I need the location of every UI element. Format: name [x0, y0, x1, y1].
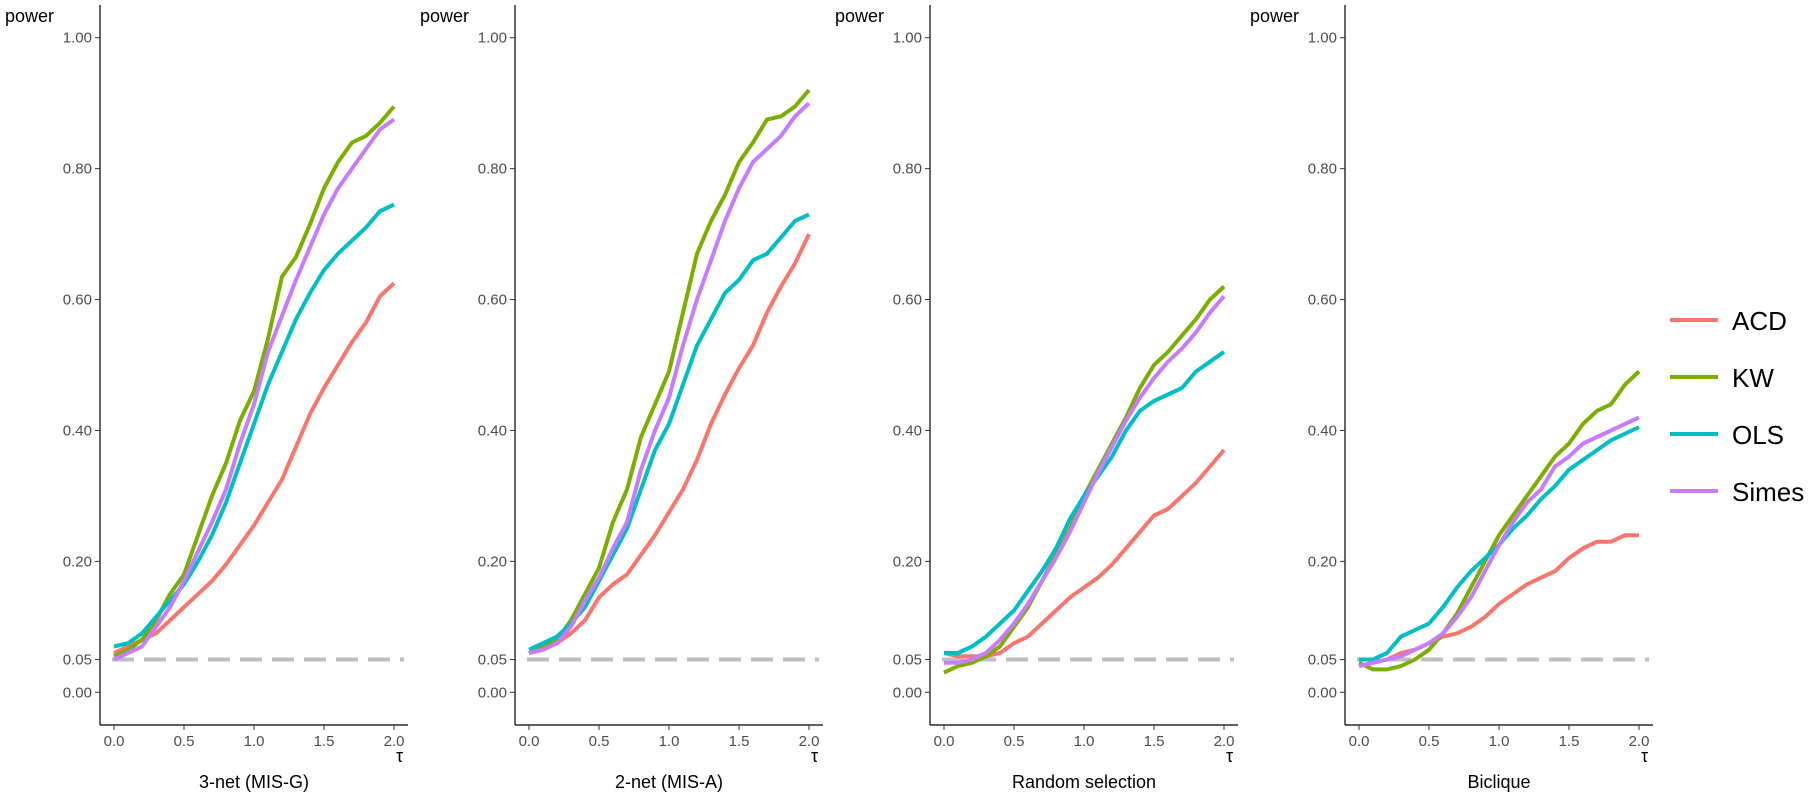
- series-line-kw: [943, 285, 1226, 675]
- y-tick-label: 0.20: [1308, 553, 1337, 570]
- y-tick-label: 1.00: [63, 30, 92, 47]
- x-tick-label: 0.5: [1419, 733, 1440, 750]
- x-axis-label: τ: [396, 746, 403, 766]
- panel-1: 0.00 0.05 0.20 0.40 0.60 0.80 1.00 0.0 0.5 1.0 1.5…: [5, 5, 408, 792]
- x-tick-label: 1.0: [1489, 733, 1510, 750]
- legend-item-acd: ACD: [1670, 306, 1787, 336]
- legend-label: OLS: [1732, 420, 1784, 450]
- panel-title: Biclique: [1467, 772, 1530, 792]
- x-axis-label: τ: [1641, 746, 1648, 766]
- y-tick-label: 0.05: [63, 652, 92, 669]
- x-tick-label: 1.0: [1074, 733, 1095, 750]
- panel-3: 0.00 0.05 0.20 0.40 0.60 0.80 1.00 0.0 0.5 1.0 1.5…: [835, 5, 1238, 792]
- y-tick-label: 0.60: [63, 292, 92, 309]
- x-tick-label: 1.5: [314, 733, 335, 750]
- y-tick-label: 0.40: [478, 422, 507, 439]
- legend-label: Simes: [1732, 477, 1804, 507]
- x-tick-label: 1.5: [729, 733, 750, 750]
- series-line-ols: [528, 212, 810, 652]
- panel-title: 2-net (MIS-A): [615, 772, 723, 792]
- x-tick-label: 0.0: [1349, 733, 1370, 750]
- series-line-ols: [944, 350, 1226, 655]
- legend-item-simes: Simes: [1670, 477, 1804, 507]
- panels: 0.00 0.05 0.20 0.40 0.60 0.80 1.00 0.0 0.5 1.0 1.5…: [5, 5, 1653, 792]
- panel-2: 0.00 0.05 0.20 0.40 0.60 0.80 1.00 0.0 0.5 1.0 1.5…: [420, 5, 823, 792]
- series-line-simes: [113, 117, 396, 662]
- y-tick-label: 0.80: [893, 161, 922, 178]
- series-line-acd: [1358, 533, 1639, 669]
- panel-title: 3-net (MIS-G): [199, 772, 309, 792]
- y-axis-label: power: [1250, 6, 1299, 26]
- y-tick-label: 0.80: [478, 161, 507, 178]
- x-tick-label: 0.0: [104, 733, 125, 750]
- legend-label: ACD: [1732, 306, 1787, 336]
- legend-item-ols: OLS: [1670, 420, 1784, 450]
- y-tick-label: 0.40: [893, 422, 922, 439]
- x-tick-label: 0.5: [589, 733, 610, 750]
- y-tick-label: 0.00: [1308, 684, 1337, 701]
- series-line-kw: [1358, 370, 1641, 672]
- x-tick-label: 0.0: [519, 733, 540, 750]
- x-tick-label: 1.5: [1144, 733, 1165, 750]
- y-tick-label: 1.00: [1308, 30, 1337, 47]
- y-tick-label: 1.00: [478, 30, 507, 47]
- y-tick-label: 1.00: [893, 30, 922, 47]
- y-axis-label: power: [420, 6, 469, 26]
- series-line-acd: [943, 448, 1226, 659]
- x-tick-label: 2.0: [1629, 733, 1650, 750]
- x-tick-label: 2.0: [384, 733, 405, 750]
- y-tick-label: 0.20: [893, 553, 922, 570]
- series-line-simes: [528, 101, 811, 655]
- legend-label: KW: [1732, 363, 1774, 393]
- x-tick-label: 0.5: [1004, 733, 1025, 750]
- series-line-ols: [113, 202, 395, 649]
- legend-item-kw: KW: [1670, 363, 1774, 393]
- y-tick-label: 0.20: [63, 553, 92, 570]
- series-line-acd: [528, 233, 811, 655]
- y-tick-label: 0.20: [478, 553, 507, 570]
- x-tick-label: 2.0: [799, 733, 820, 750]
- y-axis-label: power: [835, 6, 884, 26]
- y-tick-label: 0.60: [1308, 292, 1337, 309]
- y-tick-label: 0.05: [893, 652, 922, 669]
- x-tick-label: 0.0: [934, 733, 955, 750]
- series-line-kw: [113, 105, 396, 659]
- x-axis-label: τ: [1226, 746, 1233, 766]
- y-tick-label: 0.05: [478, 652, 507, 669]
- y-axis-label: power: [5, 6, 54, 26]
- y-tick-label: 0.80: [1308, 161, 1337, 178]
- legend: ACD KW OLS Simes: [1670, 306, 1804, 507]
- y-tick-label: 0.00: [893, 684, 922, 701]
- series-line-simes: [944, 294, 1226, 665]
- x-tick-label: 1.5: [1559, 733, 1580, 750]
- y-tick-label: 0.40: [1308, 422, 1337, 439]
- x-axis-label: τ: [811, 746, 818, 766]
- y-tick-label: 0.05: [1308, 652, 1337, 669]
- x-tick-label: 0.5: [174, 733, 195, 750]
- x-tick-label: 1.0: [244, 733, 265, 750]
- series-line-simes: [1358, 415, 1640, 669]
- y-tick-label: 0.40: [63, 422, 92, 439]
- x-tick-label: 2.0: [1214, 733, 1235, 750]
- y-tick-label: 0.80: [63, 161, 92, 178]
- y-tick-label: 0.00: [478, 684, 507, 701]
- series-line-kw: [528, 88, 811, 655]
- panel-title: Random selection: [1012, 772, 1156, 792]
- x-tick-label: 1.0: [659, 733, 680, 750]
- series-line-acd: [113, 281, 396, 655]
- panel-4: 0.00 0.05 0.20 0.40 0.60 0.80 1.00 0.0 0.5 1.0 1.5…: [1250, 5, 1653, 792]
- y-tick-label: 0.60: [893, 292, 922, 309]
- y-tick-label: 0.00: [63, 684, 92, 701]
- y-tick-label: 0.60: [478, 292, 507, 309]
